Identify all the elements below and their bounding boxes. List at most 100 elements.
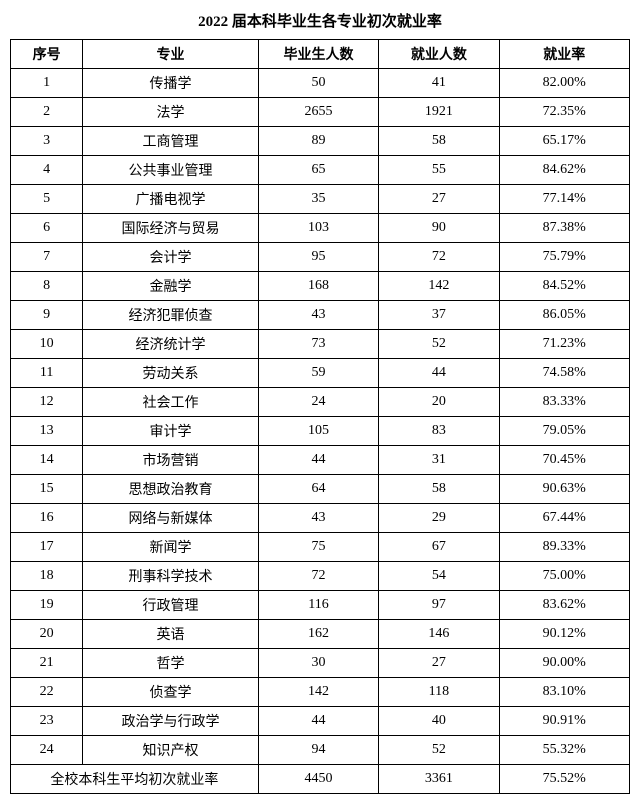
table-row: 12社会工作242083.33% xyxy=(11,388,630,417)
table-cell: 67 xyxy=(379,533,499,562)
col-employed: 就业人数 xyxy=(379,40,499,69)
table-cell: 90.12% xyxy=(499,620,629,649)
table-cell: 79.05% xyxy=(499,417,629,446)
table-cell: 社会工作 xyxy=(83,388,259,417)
summary-graduates: 4450 xyxy=(258,765,378,794)
table-cell: 18 xyxy=(11,562,83,591)
table-cell: 知识产权 xyxy=(83,736,259,765)
table-cell: 67.44% xyxy=(499,504,629,533)
table-cell: 103 xyxy=(258,214,378,243)
table-cell: 哲学 xyxy=(83,649,259,678)
table-cell: 44 xyxy=(258,446,378,475)
table-cell: 75 xyxy=(258,533,378,562)
table-cell: 27 xyxy=(379,649,499,678)
table-cell: 8 xyxy=(11,272,83,301)
table-cell: 会计学 xyxy=(83,243,259,272)
table-cell: 52 xyxy=(379,736,499,765)
table-cell: 广播电视学 xyxy=(83,185,259,214)
table-cell: 52 xyxy=(379,330,499,359)
table-row: 14市场营销443170.45% xyxy=(11,446,630,475)
table-cell: 思想政治教育 xyxy=(83,475,259,504)
table-cell: 72 xyxy=(379,243,499,272)
table-header-row: 序号 专业 毕业生人数 就业人数 就业率 xyxy=(11,40,630,69)
table-cell: 90 xyxy=(379,214,499,243)
table-cell: 1921 xyxy=(379,98,499,127)
table-row: 4公共事业管理655584.62% xyxy=(11,156,630,185)
table-cell: 116 xyxy=(258,591,378,620)
table-row: 23政治学与行政学444090.91% xyxy=(11,707,630,736)
table-cell: 20 xyxy=(11,620,83,649)
table-cell: 审计学 xyxy=(83,417,259,446)
table-row: 10经济统计学735271.23% xyxy=(11,330,630,359)
table-cell: 10 xyxy=(11,330,83,359)
table-row: 2法学2655192172.35% xyxy=(11,98,630,127)
table-cell: 27 xyxy=(379,185,499,214)
table-cell: 40 xyxy=(379,707,499,736)
table-cell: 54 xyxy=(379,562,499,591)
table-cell: 31 xyxy=(379,446,499,475)
table-cell: 70.45% xyxy=(499,446,629,475)
table-cell: 162 xyxy=(258,620,378,649)
table-cell: 90.91% xyxy=(499,707,629,736)
table-cell: 89 xyxy=(258,127,378,156)
table-cell: 75.00% xyxy=(499,562,629,591)
table-row: 16网络与新媒体432967.44% xyxy=(11,504,630,533)
table-row: 8金融学16814284.52% xyxy=(11,272,630,301)
table-cell: 74.58% xyxy=(499,359,629,388)
table-cell: 83.10% xyxy=(499,678,629,707)
table-cell: 24 xyxy=(258,388,378,417)
table-cell: 网络与新媒体 xyxy=(83,504,259,533)
table-cell: 新闻学 xyxy=(83,533,259,562)
table-row: 15思想政治教育645890.63% xyxy=(11,475,630,504)
table-cell: 29 xyxy=(379,504,499,533)
table-cell: 72 xyxy=(258,562,378,591)
table-cell: 法学 xyxy=(83,98,259,127)
table-row: 9经济犯罪侦查433786.05% xyxy=(11,301,630,330)
table-cell: 经济统计学 xyxy=(83,330,259,359)
table-row: 21哲学302790.00% xyxy=(11,649,630,678)
table-cell: 刑事科学技术 xyxy=(83,562,259,591)
table-cell: 77.14% xyxy=(499,185,629,214)
table-row: 18刑事科学技术725475.00% xyxy=(11,562,630,591)
table-cell: 14 xyxy=(11,446,83,475)
table-cell: 72.35% xyxy=(499,98,629,127)
table-cell: 44 xyxy=(379,359,499,388)
table-row: 7会计学957275.79% xyxy=(11,243,630,272)
col-graduates: 毕业生人数 xyxy=(258,40,378,69)
table-cell: 146 xyxy=(379,620,499,649)
table-cell: 公共事业管理 xyxy=(83,156,259,185)
page-title: 2022 届本科毕业生各专业初次就业率 xyxy=(10,10,630,31)
table-cell: 劳动关系 xyxy=(83,359,259,388)
table-cell: 65.17% xyxy=(499,127,629,156)
table-cell: 168 xyxy=(258,272,378,301)
table-cell: 44 xyxy=(258,707,378,736)
table-cell: 94 xyxy=(258,736,378,765)
table-cell: 90.63% xyxy=(499,475,629,504)
table-cell: 金融学 xyxy=(83,272,259,301)
table-cell: 83.62% xyxy=(499,591,629,620)
table-row: 1传播学504182.00% xyxy=(11,69,630,98)
table-cell: 3 xyxy=(11,127,83,156)
table-cell: 15 xyxy=(11,475,83,504)
table-cell: 市场营销 xyxy=(83,446,259,475)
summary-row: 全校本科生平均初次就业率 4450 3361 75.52% xyxy=(11,765,630,794)
table-cell: 23 xyxy=(11,707,83,736)
table-cell: 工商管理 xyxy=(83,127,259,156)
table-cell: 50 xyxy=(258,69,378,98)
table-cell: 2655 xyxy=(258,98,378,127)
table-cell: 75.79% xyxy=(499,243,629,272)
table-cell: 12 xyxy=(11,388,83,417)
table-cell: 55 xyxy=(379,156,499,185)
table-cell: 19 xyxy=(11,591,83,620)
table-cell: 83.33% xyxy=(499,388,629,417)
table-row: 24知识产权945255.32% xyxy=(11,736,630,765)
table-cell: 71.23% xyxy=(499,330,629,359)
table-cell: 41 xyxy=(379,69,499,98)
table-cell: 43 xyxy=(258,301,378,330)
table-cell: 国际经济与贸易 xyxy=(83,214,259,243)
table-cell: 37 xyxy=(379,301,499,330)
table-row: 17新闻学756789.33% xyxy=(11,533,630,562)
table-cell: 95 xyxy=(258,243,378,272)
table-cell: 英语 xyxy=(83,620,259,649)
table-row: 22侦查学14211883.10% xyxy=(11,678,630,707)
